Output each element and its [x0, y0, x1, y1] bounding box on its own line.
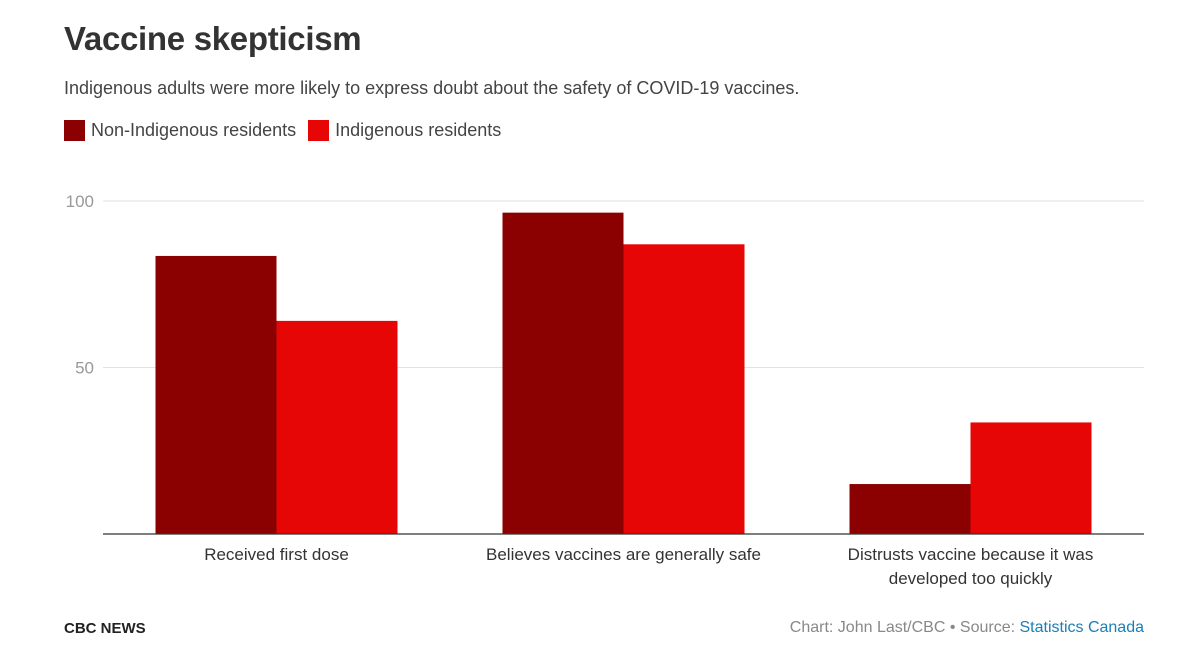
legend-label-indigenous: Indigenous residents [335, 120, 502, 140]
bar-indigenous-1 [623, 244, 745, 535]
credit-text: Chart: John Last/CBC • Source: [789, 619, 1020, 636]
x-category-label-2-line-0: Distrusts vaccine because it was [848, 545, 1094, 564]
legend-item-indigenous: Indigenous residents [308, 120, 501, 141]
source-link[interactable]: Statistics Canada [1019, 619, 1144, 636]
y-tick-label-50: 50 [75, 359, 94, 378]
bar-non-indigenous-1 [502, 212, 624, 534]
x-category-label-2-line-1: developed too quickly [889, 569, 1053, 588]
chart-subtitle: Indigenous adults were more likely to ex… [64, 78, 800, 98]
x-category-label-1-line-0: Believes vaccines are generally safe [486, 545, 761, 564]
chart-title: Vaccine skepticism [64, 20, 362, 57]
brand-logo-text: CBC NEWS [64, 620, 146, 637]
bar-indigenous-0 [276, 320, 398, 534]
legend-swatch-indigenous [308, 120, 330, 141]
legend: Non-Indigenous residents Indigenous resi… [64, 120, 513, 141]
y-tick-label-100: 100 [66, 192, 94, 211]
legend-label-non-indigenous: Non-Indigenous residents [91, 120, 297, 140]
x-category-label-0-line-0: Received first dose [204, 545, 349, 564]
legend-swatch-non-indigenous [64, 120, 85, 141]
bar-non-indigenous-2 [849, 484, 971, 534]
legend-item-non-indigenous: Non-Indigenous residents [64, 120, 296, 141]
bar-indigenous-2 [970, 422, 1092, 534]
credit-line: Chart: John Last/CBC • Source: Statistic… [790, 619, 1144, 637]
bar-non-indigenous-0 [155, 255, 277, 534]
